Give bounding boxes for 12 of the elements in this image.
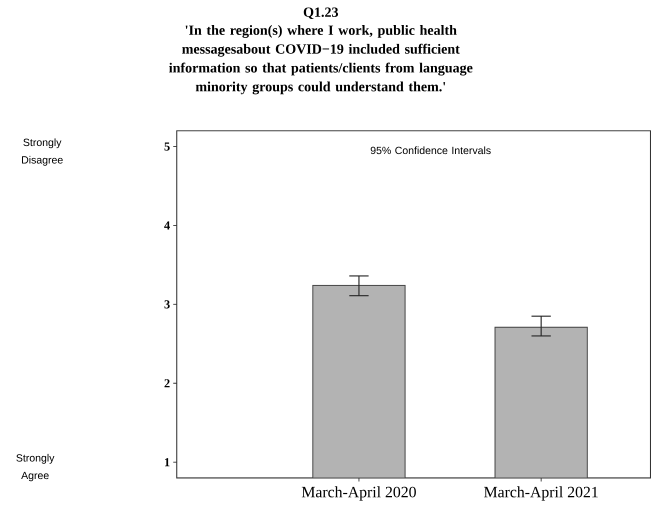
y-tick-label: 2 [164,379,170,388]
text: Strongly Disagree [22,138,63,166]
y-tick-label: 4 [164,221,170,230]
x-tick-label: March-April 2020 [302,486,416,501]
chart-subtitle: 'In the region(s) where I work, public health messagesabout COVID−19 included sufficient information so that patients/clients from language minority groups could understand them.' [169,24,472,94]
x-tick-label: March-April 2021 [484,486,598,501]
chart-title: Q1.23 [304,7,338,19]
text: Strongly Agree [16,454,54,482]
y-tick-label: 1 [164,458,170,466]
y-tick-label: 5 [164,142,170,151]
annotation: 95% Confidence Intervals [370,146,491,154]
y-tick-label: 3 [164,300,170,308]
